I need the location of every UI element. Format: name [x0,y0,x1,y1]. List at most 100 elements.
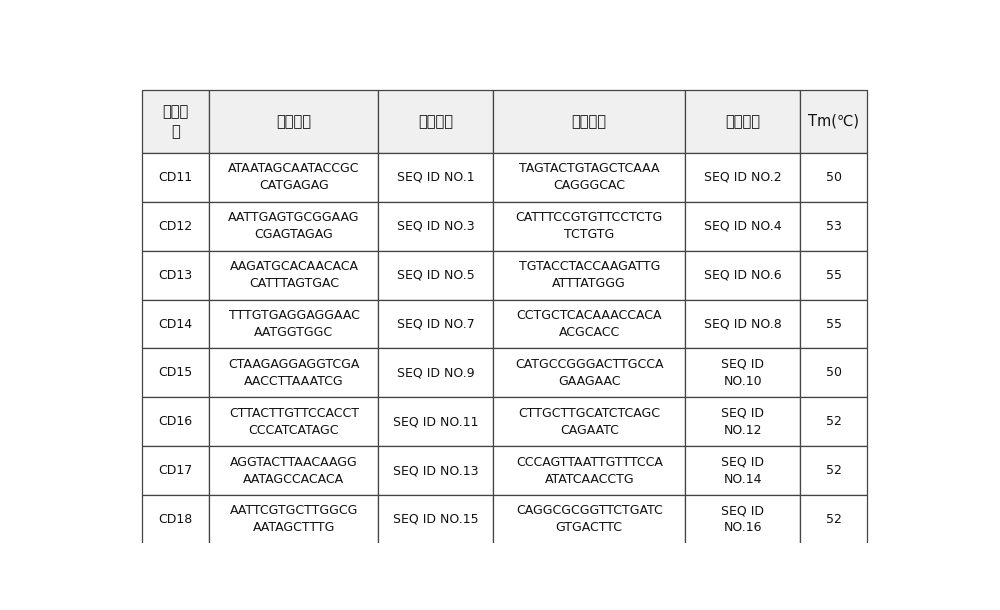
Bar [493,251,685,300]
Text: 序列编号: 序列编号 [418,114,453,129]
Bar [493,397,685,446]
Text: SEQ ID NO.3: SEQ ID NO.3 [397,220,475,233]
Text: CD16: CD16 [159,415,193,428]
Text: 引物名
称: 引物名 称 [163,104,189,138]
Bar [493,153,685,202]
Text: 55: 55 [826,268,842,282]
Text: TAGTACTGTAGCTCAAA
CAGGGCAC: TAGTACTGTAGCTCAAA CAGGGCAC [519,162,659,193]
Bar [685,251,800,300]
Bar [493,495,685,544]
Bar [685,90,800,153]
Bar [685,202,800,251]
Text: 下游引物: 下游引物 [572,114,607,129]
Bar [209,397,378,446]
Bar [800,495,867,544]
Text: SEQ ID NO.4: SEQ ID NO.4 [704,220,781,233]
Text: 52: 52 [826,513,842,526]
Text: AGGTACTTAACAAGG
AATAGCCACACA: AGGTACTTAACAAGG AATAGCCACACA [230,456,358,486]
Bar [685,153,800,202]
Bar [209,446,378,495]
Text: SEQ ID NO.15: SEQ ID NO.15 [393,513,479,526]
Bar [685,348,800,397]
Bar [209,300,378,348]
Bar [142,153,209,202]
Text: CCCAGTTAATTGTTTCCA
ATATCAACCTG: CCCAGTTAATTGTTTCCA ATATCAACCTG [516,456,663,486]
Text: SEQ ID NO.7: SEQ ID NO.7 [397,318,475,331]
Bar [378,153,493,202]
Bar [378,251,493,300]
Bar [378,348,493,397]
Bar [800,251,867,300]
Text: CTTGCTTGCATCTCAGC
CAGAATC: CTTGCTTGCATCTCAGC CAGAATC [518,407,660,437]
Text: CAGGCGCGGTTCTGATC
GTGACTTC: CAGGCGCGGTTCTGATC GTGACTTC [516,504,663,534]
Bar [685,446,800,495]
Bar [378,446,493,495]
Bar [378,397,493,446]
Text: CD18: CD18 [159,513,193,526]
Bar [209,153,378,202]
Bar [800,90,867,153]
Text: CATGCCGGGACTTGCCA
GAAGAAC: CATGCCGGGACTTGCCA GAAGAAC [515,358,663,388]
Bar [209,202,378,251]
Text: 55: 55 [826,318,842,331]
Bar [378,90,493,153]
Bar [685,495,800,544]
Text: SEQ ID
NO.16: SEQ ID NO.16 [721,504,764,534]
Bar [142,300,209,348]
Text: 50: 50 [826,367,842,379]
Text: ATAATAGCAATACCGC
CATGAGAG: ATAATAGCAATACCGC CATGAGAG [228,162,360,193]
Text: TGTACCTACCAAGATTG
ATTTATGGG: TGTACCTACCAAGATTG ATTTATGGG [519,260,660,290]
Text: SEQ ID NO.5: SEQ ID NO.5 [397,268,475,282]
Bar [209,90,378,153]
Text: CD14: CD14 [159,318,193,331]
Text: Tm(℃): Tm(℃) [808,114,859,129]
Bar [142,202,209,251]
Text: SEQ ID NO.2: SEQ ID NO.2 [704,171,781,184]
Bar [142,251,209,300]
Text: SEQ ID
NO.12: SEQ ID NO.12 [721,407,764,437]
Text: CD17: CD17 [159,464,193,477]
Bar [142,348,209,397]
Text: 上游引物: 上游引物 [276,114,311,129]
Bar [493,202,685,251]
Text: TTTGTGAGGAGGAAC
AATGGTGGC: TTTGTGAGGAGGAAC AATGGTGGC [229,309,359,339]
Bar [378,202,493,251]
Bar [800,397,867,446]
Text: AATTGAGTGCGGAAG
CGAGTAGAG: AATTGAGTGCGGAAG CGAGTAGAG [228,211,360,242]
Text: CD12: CD12 [159,220,193,233]
Text: 50: 50 [826,171,842,184]
Text: AAGATGCACAACACA
CATTTAGTGAC: AAGATGCACAACACA CATTTAGTGAC [229,260,358,290]
Text: CTTACTTGTTCCACCT
CCCATCATAGC: CTTACTTGTTCCACCT CCCATCATAGC [229,407,359,437]
Text: 53: 53 [826,220,842,233]
Bar [685,300,800,348]
Text: SEQ ID NO.6: SEQ ID NO.6 [704,268,781,282]
Bar [800,300,867,348]
Text: 52: 52 [826,415,842,428]
Bar [800,153,867,202]
Bar [493,300,685,348]
Bar [493,348,685,397]
Text: AATTCGTGCTTGGCG
AATAGCTTTG: AATTCGTGCTTGGCG AATAGCTTTG [230,504,358,534]
Text: 序列编号: 序列编号 [725,114,760,129]
Bar [142,90,209,153]
Bar [142,397,209,446]
Text: SEQ ID NO.1: SEQ ID NO.1 [397,171,475,184]
Text: SEQ ID NO.11: SEQ ID NO.11 [393,415,479,428]
Bar [378,300,493,348]
Bar [493,446,685,495]
Text: CD13: CD13 [159,268,193,282]
Text: CTAAGAGGAGGTCGA
AACCTTAAATCG: CTAAGAGGAGGTCGA AACCTTAAATCG [228,358,360,388]
Bar [209,251,378,300]
Text: CCTGCTCACAAACCACA
ACGCACC: CCTGCTCACAAACCACA ACGCACC [516,309,662,339]
Text: SEQ ID
NO.10: SEQ ID NO.10 [721,358,764,388]
Bar [209,348,378,397]
Bar [800,348,867,397]
Bar [800,202,867,251]
Bar [209,495,378,544]
Text: CATTTCCGTGTTCCTCTG
TCTGTG: CATTTCCGTGTTCCTCTG TCTGTG [516,211,663,242]
Bar [378,495,493,544]
Bar [493,90,685,153]
Bar [142,495,209,544]
Text: CD15: CD15 [159,367,193,379]
Bar [142,446,209,495]
